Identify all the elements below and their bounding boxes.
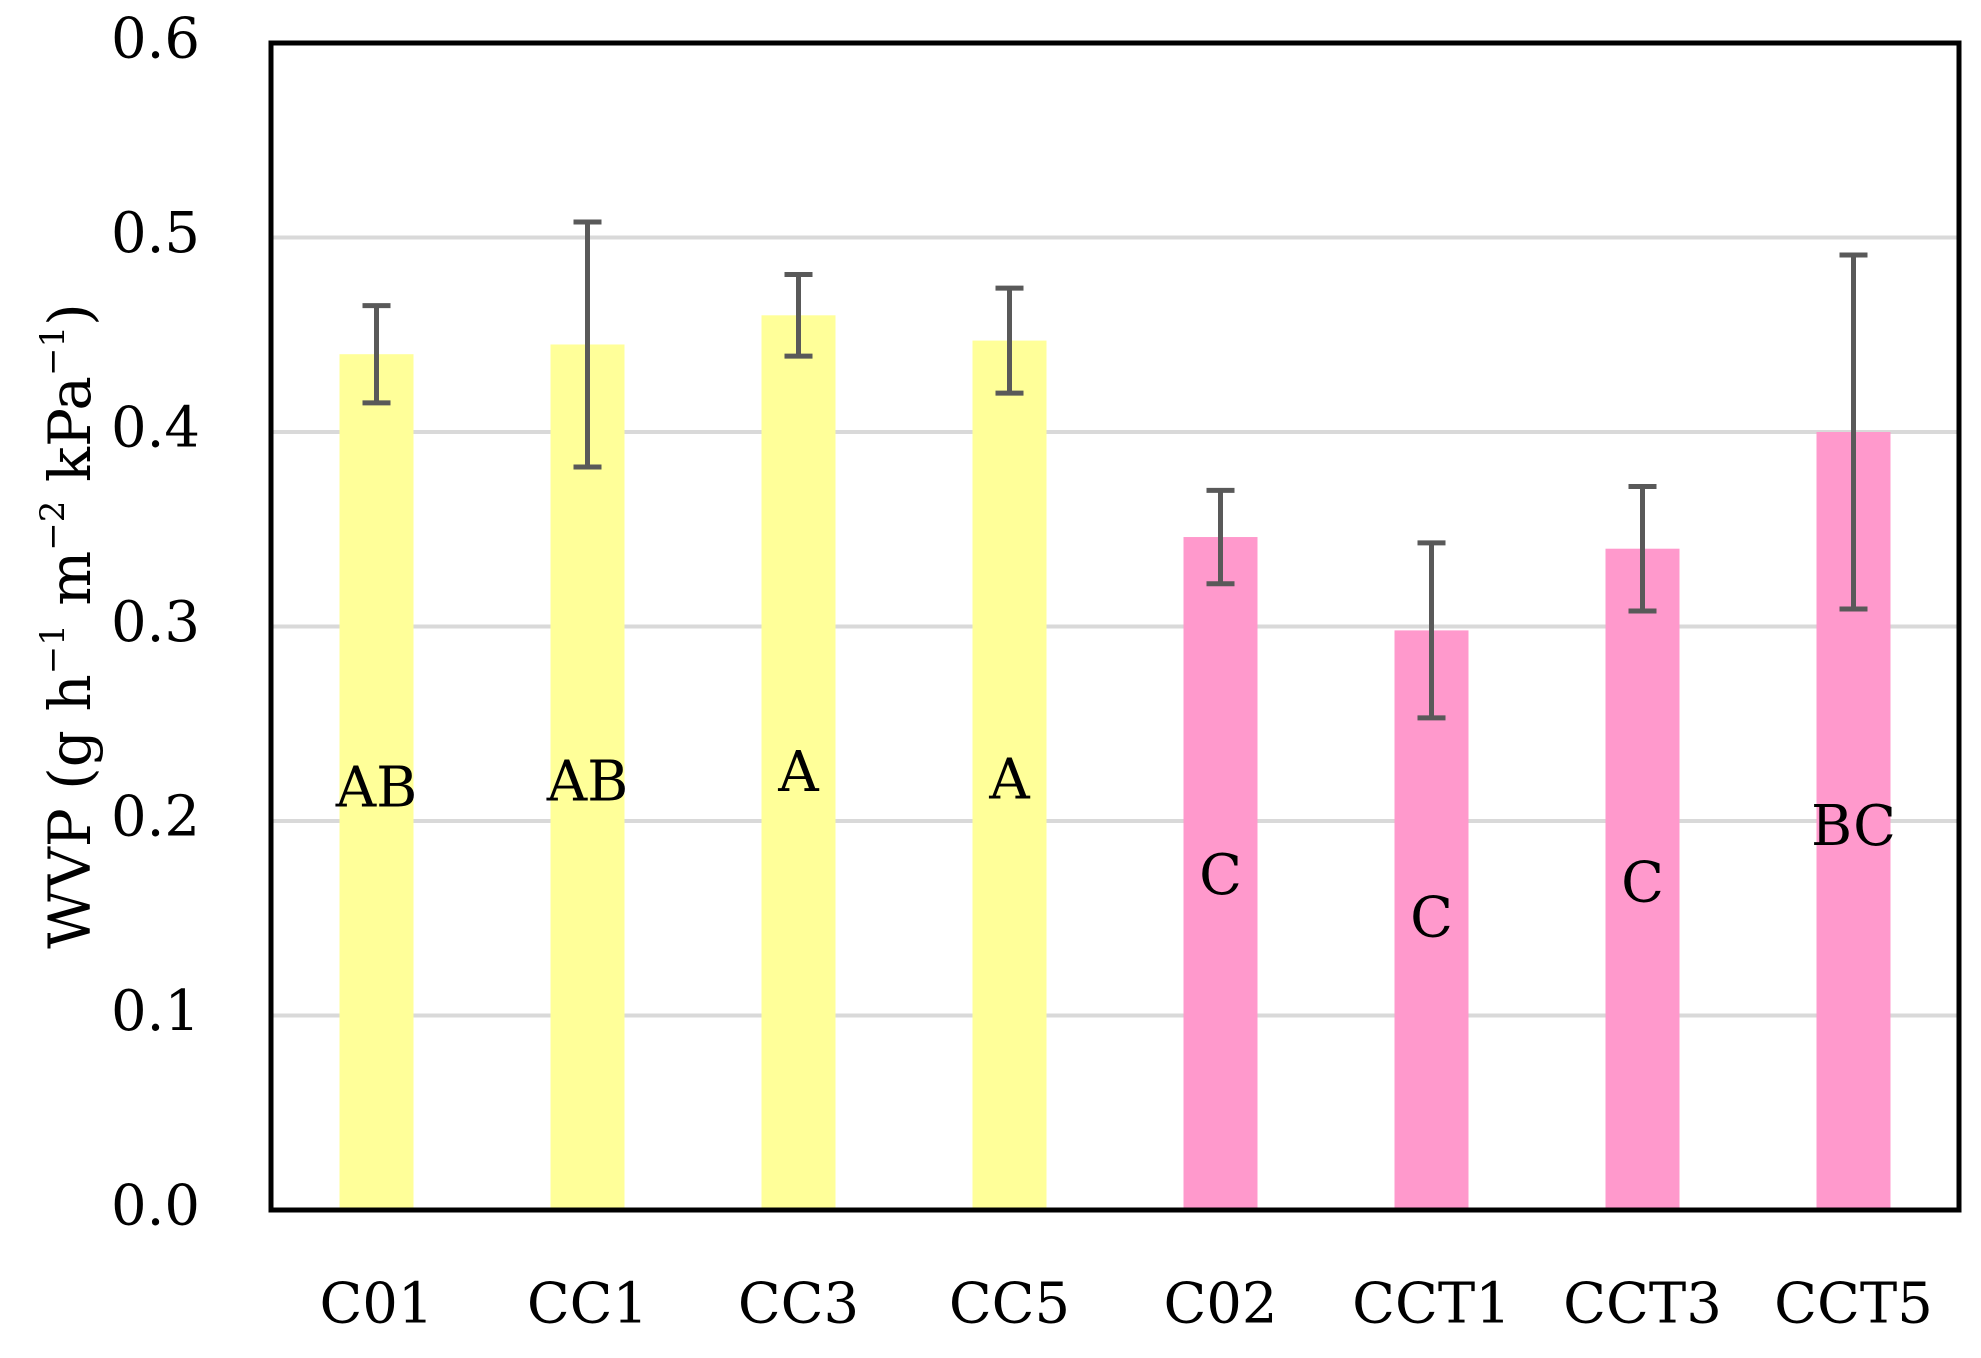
error-bar-cct5 — [1839, 252, 1868, 612]
bar-c01 — [339, 354, 414, 1210]
y-axis-title: WVP (g h−1 m−2 kPa−1) — [33, 303, 104, 949]
error-bar-c01 — [362, 303, 391, 406]
significance-label-c02: C — [1199, 843, 1242, 908]
error-bar-cc5 — [995, 285, 1024, 396]
x-axis-categories: C01 CC1 CC3 CC5 C02 CCT1 CCT3 CCT5 — [319, 1272, 1932, 1337]
y-axis-ticks: 0.0 0.1 0.2 0.3 0.4 0.5 0.6 — [111, 7, 200, 1239]
significance-label-cct3: C — [1621, 851, 1664, 916]
error-bar-c02 — [1206, 487, 1235, 587]
y-tick-label: 0.3 — [111, 590, 200, 655]
x-category-c01: C01 — [319, 1272, 433, 1337]
gridlines — [271, 235, 1959, 1018]
y-tick-label: 0.6 — [111, 7, 200, 72]
error-bar-cct3 — [1628, 483, 1657, 614]
error-bar-cc3 — [784, 271, 813, 359]
x-category-cct1: CCT1 — [1352, 1272, 1511, 1337]
y-tick-label: 0.5 — [111, 201, 200, 266]
bar-c02 — [1183, 537, 1258, 1210]
significance-label-cc5: A — [988, 748, 1030, 813]
y-tick-label: 0.0 — [111, 1174, 200, 1239]
bar-cc1 — [550, 344, 625, 1211]
significance-label-cct5: BC — [1811, 794, 1896, 859]
bar-cc3 — [761, 315, 836, 1210]
plot-frame — [268, 40, 1962, 1213]
y-tick-label: 0.2 — [111, 785, 200, 850]
bar-cct1 — [1394, 630, 1469, 1210]
error-bar-cct1 — [1417, 540, 1446, 721]
x-category-cc5: CC5 — [949, 1272, 1070, 1337]
bar-cc5 — [972, 340, 1047, 1211]
error-bars — [362, 219, 1868, 721]
bars — [339, 315, 1891, 1211]
bar-cct3 — [1605, 548, 1680, 1210]
error-bar-cc1 — [573, 219, 602, 470]
significance-label-cct1: C — [1410, 886, 1453, 951]
x-category-c02: C02 — [1163, 1272, 1277, 1337]
y-tick-label: 0.1 — [111, 979, 200, 1044]
x-category-cc3: CC3 — [738, 1272, 859, 1337]
x-category-cc1: CC1 — [527, 1272, 648, 1337]
x-category-cct5: CCT5 — [1774, 1272, 1933, 1337]
significance-label-c01: AB — [335, 755, 418, 820]
significance-labels: AB AB A A C C C BC — [335, 740, 1896, 951]
significance-label-cc3: A — [777, 740, 819, 805]
significance-label-cc1: AB — [546, 749, 629, 814]
x-category-cct3: CCT3 — [1563, 1272, 1722, 1337]
y-tick-label: 0.4 — [111, 396, 200, 461]
